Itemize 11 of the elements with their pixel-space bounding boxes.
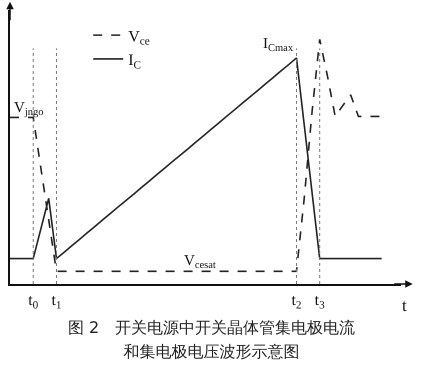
x-axis-title: t — [402, 296, 407, 315]
annotation: I$_{Cmax}$ — [263, 36, 294, 54]
annotation: V$_{cesat}$ — [184, 253, 216, 272]
annotation: V$_{jngo}$ — [14, 100, 44, 118]
legend-label: I$_{C}$ — [128, 52, 141, 72]
x-tick-label: t$_{3}$ — [314, 292, 326, 312]
x-tick-label: t$_{0}$ — [28, 292, 39, 312]
x-tick-label: t$_{2}$ — [291, 292, 302, 312]
x-tick-label: t$_{1}$ — [51, 292, 62, 312]
text: 图 2 开关电源中开关晶体管集电极电流和集电极电压波形示意图 — [66, 317, 356, 363]
legend-label: V$_{ce}$ — [128, 28, 150, 48]
